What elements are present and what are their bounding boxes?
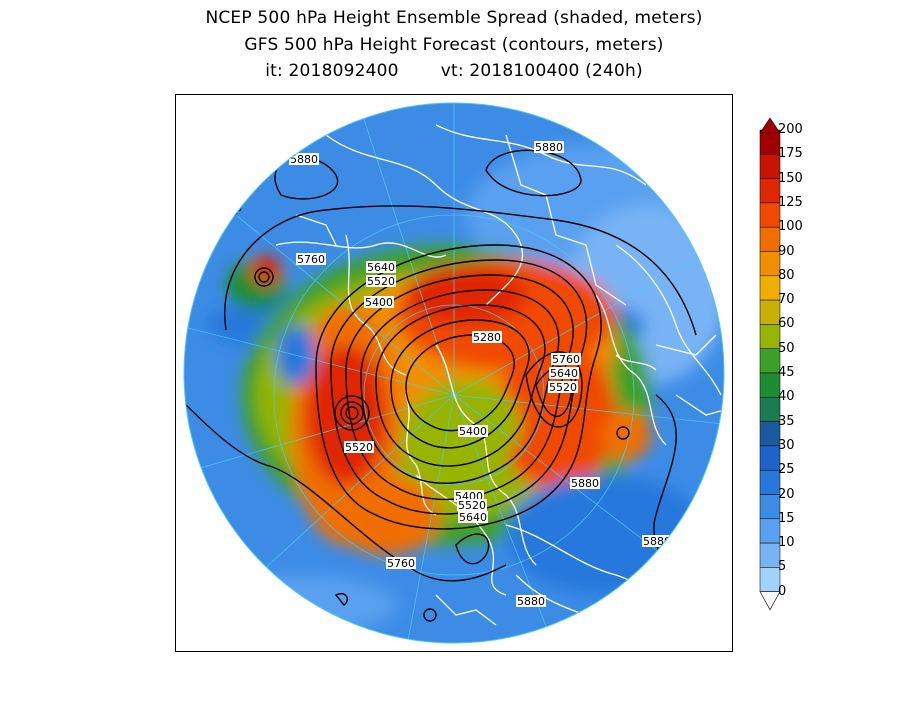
contour-label-bg: [289, 153, 319, 165]
colorbar-level-label: 25: [778, 462, 795, 478]
longitude-label: 60: [666, 548, 683, 565]
contour-label: 5520: [367, 275, 395, 288]
valid-time: vt: 2018100400 (240h): [440, 61, 643, 81]
contour-label: 5760: [297, 253, 325, 266]
contour-label-bg: [534, 141, 564, 153]
longitude-label: 150: [256, 588, 278, 607]
colorbar-bin: [759, 275, 781, 301]
contour-label: 5520: [345, 441, 373, 454]
lat-lon-grid: [184, 103, 724, 643]
colorbar-min-arrow: [759, 591, 781, 611]
colorbar-level-label: 150: [778, 170, 803, 186]
colorbar-bin: [759, 518, 781, 544]
colorbar-bin: [759, 299, 781, 325]
contour-label: 5880: [290, 153, 318, 166]
colorbar-bin: [759, 397, 781, 422]
colorbar-bin: [759, 348, 781, 374]
contour-label: 5520: [549, 381, 577, 394]
colorbar-bin: [759, 567, 781, 592]
colorbar-level-label: 200: [778, 122, 803, 137]
colorbar-level-label: 15: [778, 510, 795, 526]
title-line-2: GFS 500 hPa Height Forecast (contours, m…: [244, 35, 664, 55]
contour-label: 5400: [459, 425, 487, 438]
contour-label-bg: [366, 261, 396, 273]
contour-label-bg: [458, 511, 488, 523]
contour-label: 5760: [387, 557, 415, 570]
contour-label: 5880: [643, 535, 671, 548]
colorbar-bin: [759, 445, 781, 471]
contour-label: 5880: [535, 141, 563, 154]
colorbar-level-label: 60: [778, 316, 795, 332]
contour-label-bg: [516, 595, 546, 607]
contour-label: 5880: [571, 477, 599, 490]
colorbar-level-label: 45: [778, 365, 795, 380]
colorbar-bin: [759, 251, 781, 277]
colorbar-level-label: 50: [778, 340, 795, 356]
colorbar-bin: [759, 154, 781, 179]
contour-label-bg: [457, 499, 487, 511]
contour-label-bg: [472, 331, 502, 343]
longitude-label: 90: [348, 101, 361, 112]
colorbar-level-label: 70: [778, 292, 795, 308]
contour-label: 5640: [367, 261, 395, 274]
contour-label-bg: [386, 557, 416, 569]
colorbar-level-label: 40: [778, 389, 795, 405]
longitude-label: 30: [629, 147, 646, 164]
colorbar-bin: [759, 178, 781, 204]
map-panel: 5880 5880 5760 5640 5520 5400 5280 5760 5640 5520…: [175, 94, 733, 652]
colorbar-level-label: 35: [778, 413, 795, 429]
contour-label-bg: [458, 425, 488, 437]
contour-label-bg: [570, 477, 600, 489]
init-time: it: 2018092400: [265, 61, 399, 81]
contour-label-bg: [344, 441, 374, 453]
longitude-label: 60: [498, 95, 511, 102]
title-line-3: it: 2018092400 vt: 2018100400 (240h): [0, 61, 908, 81]
contour-label: 5400: [365, 296, 393, 309]
colorbar-bin: [759, 494, 781, 520]
contour-label-bg: [296, 253, 326, 265]
colorbar: [759, 117, 781, 611]
colorbar-level-label: 90: [778, 243, 795, 259]
longitude-label: 0: [718, 270, 730, 279]
contour-label: 5880: [517, 595, 545, 608]
contour-label-bg: [548, 381, 578, 393]
colorbar-level-label: 30: [778, 437, 795, 453]
longitude-label: 30: [731, 419, 732, 432]
longitude-label: 90: [548, 637, 561, 648]
contour-label: 5280: [473, 331, 501, 344]
contour-label: 5640: [550, 367, 578, 380]
colorbar-level-label: 175: [778, 146, 803, 162]
colorbar-bin: [759, 372, 781, 398]
colorbar-bin: [759, 324, 781, 349]
polar-map: 5880588057605640552054005280576056405520…: [176, 95, 732, 648]
colorbar-bin: [759, 226, 781, 252]
contour-label-bg: [551, 353, 581, 365]
colorbar-bin: [759, 469, 781, 495]
colorbar-level-label: 10: [778, 535, 795, 551]
contour-label: 5760: [552, 353, 580, 366]
colorbar-bin: [759, 129, 781, 155]
colorbar-level-label: 80: [778, 267, 795, 283]
colorbar-level-label: 5: [778, 559, 787, 575]
colorbar-level-label: 0: [778, 583, 787, 599]
longitude-label: 180: [181, 459, 197, 480]
colorbar-bin: [759, 542, 781, 568]
longitude-label: 150: [176, 315, 184, 334]
colorbar-level-label: 125: [778, 194, 803, 210]
contour-label-bg: [549, 367, 579, 379]
colorbar-level-label: 100: [778, 219, 803, 235]
contour-label: 5520: [458, 499, 486, 512]
contour-label-bg: [366, 275, 396, 287]
title-line-1: NCEP 500 hPa Height Ensemble Spread (sha…: [205, 8, 703, 28]
colorbar-bin: [759, 202, 781, 228]
contour-labels: 5880588057605640552054005280576056405520…: [289, 141, 672, 608]
contour-label-bg: [364, 296, 394, 308]
colorbar-bin: [759, 421, 781, 447]
colorbar-level-label: 20: [778, 486, 795, 502]
contour-label: 5640: [459, 511, 487, 524]
